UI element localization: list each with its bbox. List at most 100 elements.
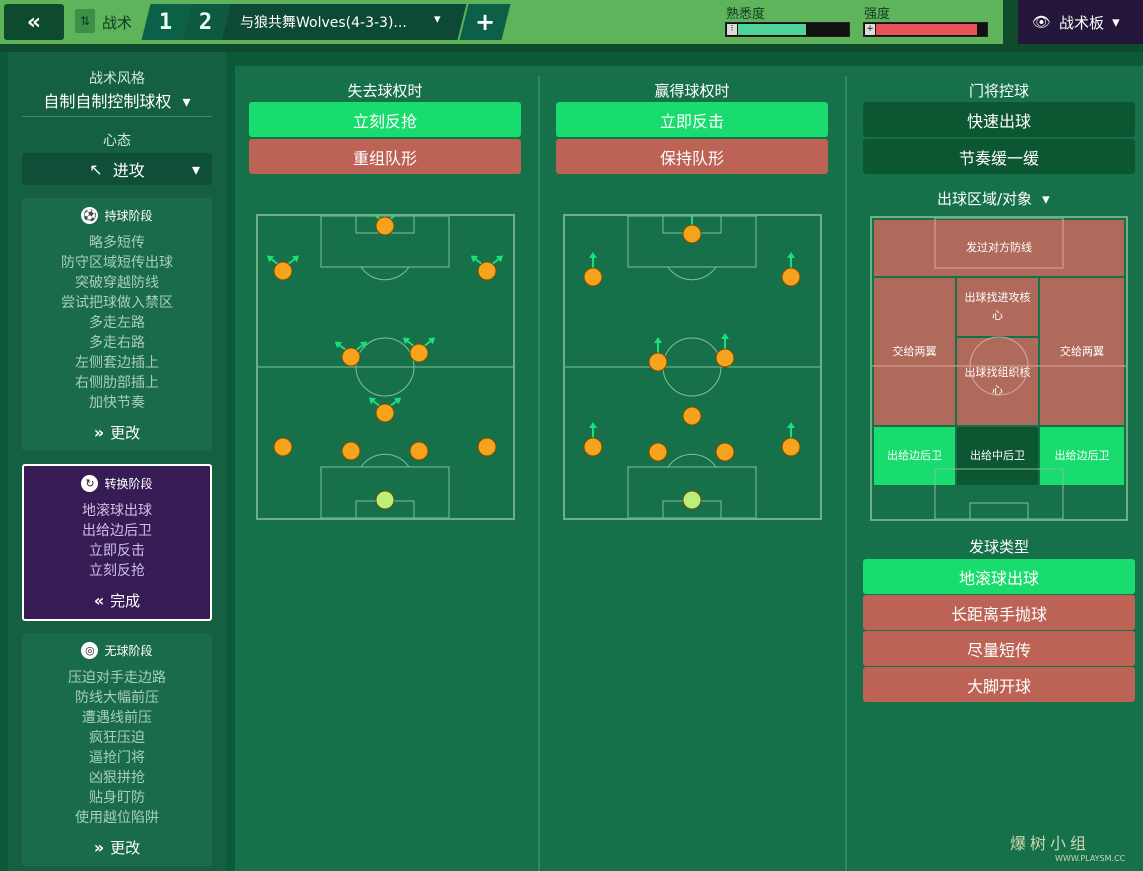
gk-option-slow[interactable]: 节奏缓一缓 bbox=[863, 139, 1135, 174]
lose-option-regroup[interactable]: 重组队形 bbox=[249, 139, 521, 174]
player-marker bbox=[477, 261, 497, 281]
zone-left[interactable]: 交给两翼 bbox=[874, 278, 955, 425]
kick-option-long[interactable]: 大脚开球 bbox=[863, 667, 1135, 702]
zone-center-mid[interactable]: 出球找组织核心 bbox=[957, 338, 1038, 425]
tactic-icon: ⇅ bbox=[75, 9, 95, 33]
player-marker bbox=[273, 437, 293, 457]
phase-instruction: 突破穿越防线 bbox=[75, 275, 159, 291]
phase-instruction: 加快节奏 bbox=[89, 395, 145, 411]
chevron-down-icon: ▾ bbox=[191, 159, 200, 179]
goalkeeper-marker bbox=[682, 490, 702, 510]
phase-instruction: 出给边后卫 bbox=[82, 523, 152, 539]
add-tactic-button[interactable]: + bbox=[459, 4, 511, 40]
ball-icon: ◎ bbox=[81, 641, 99, 659]
player-marker bbox=[375, 216, 395, 236]
phase-instruction: 尝试把球做入禁区 bbox=[61, 295, 173, 311]
intensity-fill bbox=[876, 24, 978, 35]
pitch-lose bbox=[256, 214, 515, 520]
tactics-board-label: 战术板 bbox=[1059, 13, 1105, 32]
chevron-down-icon[interactable]: ▾ bbox=[434, 12, 441, 27]
zone-right[interactable]: 交给两翼 bbox=[1040, 278, 1124, 425]
gk-option-quick[interactable]: 快速出球 bbox=[863, 102, 1135, 137]
double-chevron-right-icon: » bbox=[93, 838, 105, 857]
style-select[interactable]: 自制自制控制球权 ▾ bbox=[22, 88, 212, 112]
phase-instruction: 立即反击 bbox=[89, 543, 145, 559]
phase-instruction: 贴身盯防 bbox=[89, 790, 145, 806]
zone-center-top[interactable]: 出球找进攻核心 bbox=[957, 278, 1038, 336]
tactics-board-button[interactable]: 👁 战术板 ▾ bbox=[1018, 0, 1143, 44]
player-marker bbox=[648, 352, 668, 372]
zone-bottom-center[interactable]: 出给中后卫 bbox=[957, 427, 1038, 485]
sidebar: 战术风格 自制自制控制球权 ▾ 心态 ↖ 进攻 ▾ ⚽ 持球阶段 略多短传 防守区域… bbox=[8, 52, 226, 871]
press-arrow-icon bbox=[787, 252, 795, 268]
press-arrow-icon bbox=[721, 333, 729, 349]
player-marker bbox=[583, 437, 603, 457]
lose-option-counterpress[interactable]: 立刻反抢 bbox=[249, 102, 521, 137]
player-marker bbox=[409, 343, 429, 363]
column-divider bbox=[845, 76, 847, 871]
kick-title: 发球类型 bbox=[968, 538, 1029, 556]
phase-transition: ↻ 转换阶段 地滚球出球 出给边后卫 立即反击 立刻反抢 «完成 bbox=[22, 464, 212, 621]
double-chevron-right-icon: » bbox=[93, 423, 105, 442]
phase-instruction: 压迫对手走边路 bbox=[68, 670, 166, 686]
phase-instruction: 凶狠拼抢 bbox=[89, 770, 145, 786]
zone-bottom-left[interactable]: 出给边后卫 bbox=[874, 427, 955, 485]
mentality-value: 进攻 bbox=[112, 161, 145, 180]
eye-icon: 👁 bbox=[1032, 13, 1052, 31]
phase-instruction-list: 略多短传 防守区域短传出球 突破穿越防线 尝试把球做入禁区 多走左路 多走右路 左侧套边插上… bbox=[22, 233, 212, 413]
done-button[interactable]: «完成 bbox=[93, 591, 141, 610]
change-button[interactable]: » 更改 bbox=[93, 838, 141, 857]
pitch-win bbox=[563, 214, 822, 520]
phase-instruction: 略多短传 bbox=[89, 235, 145, 251]
mentality-title: 心态 bbox=[103, 133, 131, 149]
press-arrow-icon bbox=[787, 422, 795, 438]
kick-option-roll[interactable]: 地滚球出球 bbox=[863, 559, 1135, 594]
chevron-down-icon: ▾ bbox=[1112, 13, 1120, 31]
divider bbox=[22, 116, 212, 117]
transition-panel: 失去球权时 立刻反抢 重组队形 赢得球权时 立即反击 保持队形 门将控球 快速出… bbox=[235, 66, 1143, 871]
style-title: 战术风格 bbox=[89, 71, 145, 87]
player-marker bbox=[715, 442, 735, 462]
column-divider bbox=[538, 76, 540, 871]
win-option-hold-shape[interactable]: 保持队形 bbox=[556, 139, 828, 174]
phase-instruction: 防线大幅前压 bbox=[75, 690, 159, 706]
chevron-down-icon: ▾ bbox=[182, 92, 191, 111]
player-marker bbox=[341, 441, 361, 461]
player-marker bbox=[375, 403, 395, 423]
win-title: 赢得球权时 bbox=[654, 82, 730, 100]
phase-instruction: 疯狂压迫 bbox=[89, 730, 145, 746]
zone-top[interactable]: 发过对方防线 bbox=[874, 220, 1124, 276]
zone-bottom-right[interactable]: 出给边后卫 bbox=[1040, 427, 1124, 485]
phase-instruction: 防守区域短传出球 bbox=[61, 255, 173, 271]
intensity-label: 强度 bbox=[864, 7, 891, 22]
zone-dropdown[interactable]: 出球区域/对象 ▾ bbox=[937, 188, 1050, 209]
chevron-down-icon: ▾ bbox=[1042, 189, 1050, 208]
pitch-distribution: 发过对方防线 交给两翼 出球找进攻核心 出球找组织核心 交给两翼 出给边后卫 出… bbox=[870, 216, 1128, 521]
player-marker bbox=[341, 347, 361, 367]
phase-instruction-list: 地滚球出球出给边后卫立即反击立刻反抢 bbox=[24, 501, 210, 581]
phase-instruction-list: 压迫对手走边路 防线大幅前压 遭遇线前压 疯狂压迫 逼抢门将 凶狠拼抢 贴身盯防 使用越位陷阱 bbox=[22, 668, 212, 828]
win-option-counter[interactable]: 立即反击 bbox=[556, 102, 828, 137]
phase-title: 无球阶段 bbox=[104, 643, 153, 658]
familiarity-icon: ⁝ bbox=[727, 24, 737, 35]
change-button[interactable]: » 更改 bbox=[93, 423, 141, 442]
phase-out-of-possession: ◎ 无球阶段 压迫对手走边路 防线大幅前压 遭遇线前压疯狂压迫逼抢门将凶狠拼抢贴身盯防… bbox=[22, 633, 212, 866]
phase-instruction: 多走右路 bbox=[89, 335, 145, 351]
style-value: 自制自制控制球权 bbox=[43, 92, 172, 111]
kick-option-throw[interactable]: 长距离手抛球 bbox=[863, 595, 1135, 630]
double-chevron-left-icon: « bbox=[26, 9, 42, 35]
zone-dropdown-label: 出球区域/对象 bbox=[937, 190, 1033, 208]
player-marker bbox=[682, 406, 702, 426]
back-button[interactable]: « bbox=[4, 4, 64, 40]
double-chevron-left-icon: « bbox=[93, 591, 105, 610]
phase-instruction: 立刻反抢 bbox=[89, 563, 145, 579]
ball-icon: ⚽ bbox=[81, 206, 99, 224]
phase-title: 转换阶段 bbox=[104, 476, 153, 491]
kick-option-short[interactable]: 尽量短传 bbox=[863, 631, 1135, 666]
phase-instruction: 遭遇线前压 bbox=[82, 710, 152, 726]
watermark: 爆树小组 WWW.PLAYSM.CC bbox=[1010, 834, 1126, 863]
mentality-select[interactable]: ↖ 进攻 ▾ bbox=[22, 153, 212, 185]
phase-instruction: 地滚球出球 bbox=[82, 503, 152, 519]
phase-instruction: 逼抢门将 bbox=[89, 750, 145, 766]
press-arrow-icon bbox=[654, 337, 662, 353]
